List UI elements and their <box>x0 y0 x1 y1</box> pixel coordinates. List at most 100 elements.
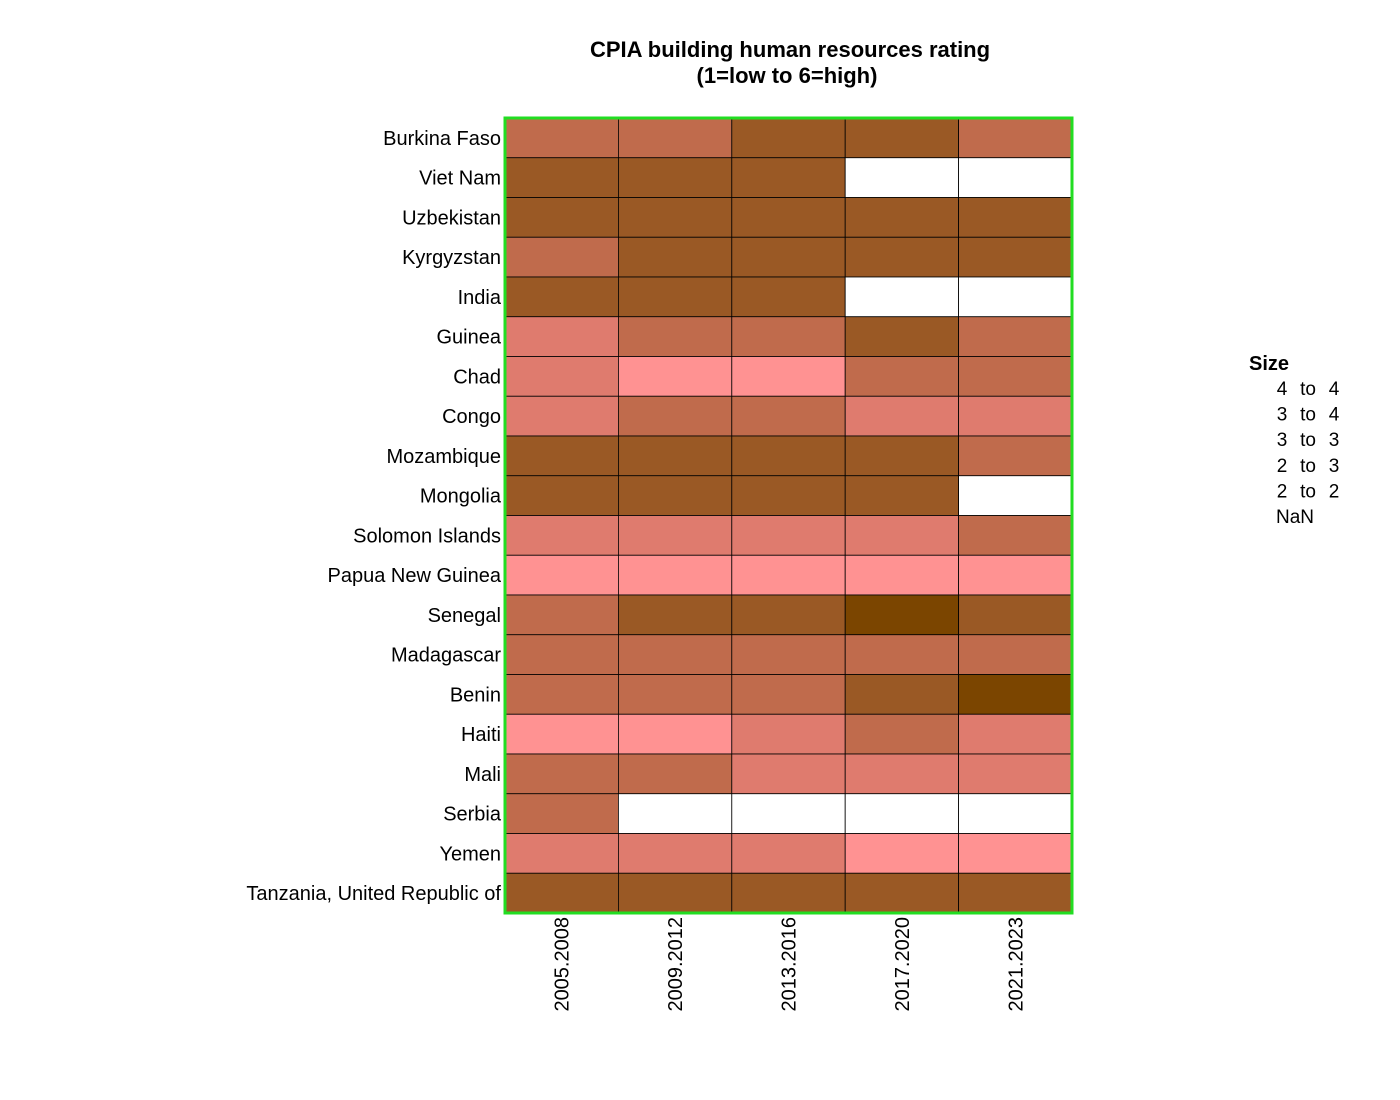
chart-title: CPIA building human resources rating <box>590 37 990 62</box>
heatmap-cell <box>731 197 846 238</box>
row-label: Yemen <box>439 843 501 865</box>
heatmap-cell <box>958 236 1073 278</box>
heatmap-cell <box>844 872 960 914</box>
heatmap-cell <box>958 872 1073 914</box>
heatmap-cell <box>618 833 733 874</box>
heatmap-cell <box>618 793 733 834</box>
heatmap-cell <box>731 554 846 596</box>
heatmap-cell <box>958 713 1073 755</box>
heatmap-cell <box>731 276 846 318</box>
heatmap-cell <box>958 674 1073 715</box>
heatmap-cell <box>731 475 846 516</box>
heatmap-cell <box>504 435 619 477</box>
row-label: Kyrgyzstan <box>402 247 501 269</box>
heatmap-cell <box>618 395 733 437</box>
row-label: Mongolia <box>420 486 502 508</box>
legend-entry-to: 4 <box>1329 405 1340 426</box>
heatmap-cell <box>618 515 733 556</box>
heatmap-cell <box>618 475 733 516</box>
heatmap-cell <box>504 872 619 914</box>
column-label: 2017.2020 <box>892 917 914 1012</box>
row-label: Guinea <box>437 327 502 349</box>
heatmap-cell <box>618 197 733 238</box>
heatmap-cell <box>958 634 1073 675</box>
legend-entry-to: 3 <box>1329 430 1340 451</box>
legend-entry-from: 4 <box>1277 379 1288 400</box>
heatmap-cell <box>504 236 619 278</box>
heatmap-cell <box>618 872 733 914</box>
row-label: Uzbekistan <box>402 207 501 229</box>
heatmap-cell <box>504 276 619 318</box>
column-label: 2005.2008 <box>552 917 574 1012</box>
heatmap-cell <box>504 634 619 675</box>
heatmap-cell <box>958 435 1073 477</box>
heatmap-cells <box>504 117 1073 914</box>
legend-entry-from: 3 <box>1277 430 1288 451</box>
heatmap-cell <box>504 117 619 159</box>
heatmap-cell <box>504 554 619 596</box>
legend-title: Size <box>1249 353 1289 375</box>
heatmap-cell <box>958 515 1073 556</box>
heatmap-cell <box>844 356 960 397</box>
heatmap-cell <box>731 634 846 675</box>
heatmap-cell <box>958 594 1073 636</box>
heatmap-cell <box>844 833 960 874</box>
heatmap-cell <box>618 713 733 755</box>
heatmap-cell <box>844 197 960 238</box>
row-label: Burkina Faso <box>383 128 501 150</box>
heatmap-cell <box>958 117 1073 159</box>
heatmap-cell <box>618 554 733 596</box>
legend-entry-to-word: to <box>1300 430 1316 451</box>
heatmap-cell <box>844 316 960 357</box>
row-label: Mozambique <box>386 446 501 468</box>
heatmap-cell <box>504 674 619 715</box>
heatmap-cell <box>844 674 960 715</box>
chart-subtitle: (1=low to 6=high) <box>697 63 878 88</box>
column-labels: 2005.2008 2009.2012 2013.2016 2017.2020 2021… <box>552 917 1028 1012</box>
heatmap-cell <box>731 713 846 755</box>
heatmap-cell <box>731 236 846 278</box>
column-label: 2021.2023 <box>1005 917 1027 1012</box>
heatmap-cell <box>844 117 960 159</box>
heatmap-cell <box>731 833 846 874</box>
heatmap-cell <box>618 356 733 397</box>
legend-entry-to-word: to <box>1300 379 1316 400</box>
row-label: Solomon Islands <box>353 525 501 547</box>
heatmap-cell <box>618 117 733 159</box>
heatmap-cell <box>504 157 619 198</box>
row-label: Serbia <box>443 804 502 826</box>
column-label: 2013.2016 <box>779 917 801 1012</box>
heatmap-cell <box>618 157 733 198</box>
legend-entry-to: 2 <box>1329 481 1340 502</box>
heatmap-cell <box>958 753 1073 795</box>
heatmap-cell <box>618 435 733 477</box>
heatmap-cell <box>731 435 846 477</box>
heatmap-cell <box>731 793 846 834</box>
row-label: Papua New Guinea <box>328 565 502 587</box>
heatmap-cell <box>504 833 619 874</box>
heatmap-cell <box>844 435 960 477</box>
heatmap-cell <box>958 276 1073 318</box>
heatmap-cell <box>844 753 960 795</box>
heatmap-cell <box>504 594 619 636</box>
legend-entry-to-word: to <box>1300 481 1316 502</box>
heatmap-cell <box>958 554 1073 596</box>
heatmap-cell <box>618 276 733 318</box>
heatmap-cell <box>618 634 733 675</box>
heatmap-cell <box>958 356 1073 397</box>
heatmap-cell <box>731 157 846 198</box>
heatmap-cell <box>504 713 619 755</box>
legend-entry-from: 2 <box>1277 456 1288 477</box>
row-label: Madagascar <box>391 645 501 667</box>
heatmap-cell <box>731 395 846 437</box>
row-label: India <box>458 287 502 309</box>
heatmap-cell <box>504 395 619 437</box>
row-label: Tanzania, United Republic of <box>246 883 501 905</box>
heatmap-cell <box>844 554 960 596</box>
heatmap-cell <box>958 197 1073 238</box>
heatmap-cell <box>618 316 733 357</box>
heatmap-cell <box>731 872 846 914</box>
heatmap-cell <box>731 753 846 795</box>
heatmap-cell <box>844 793 960 834</box>
